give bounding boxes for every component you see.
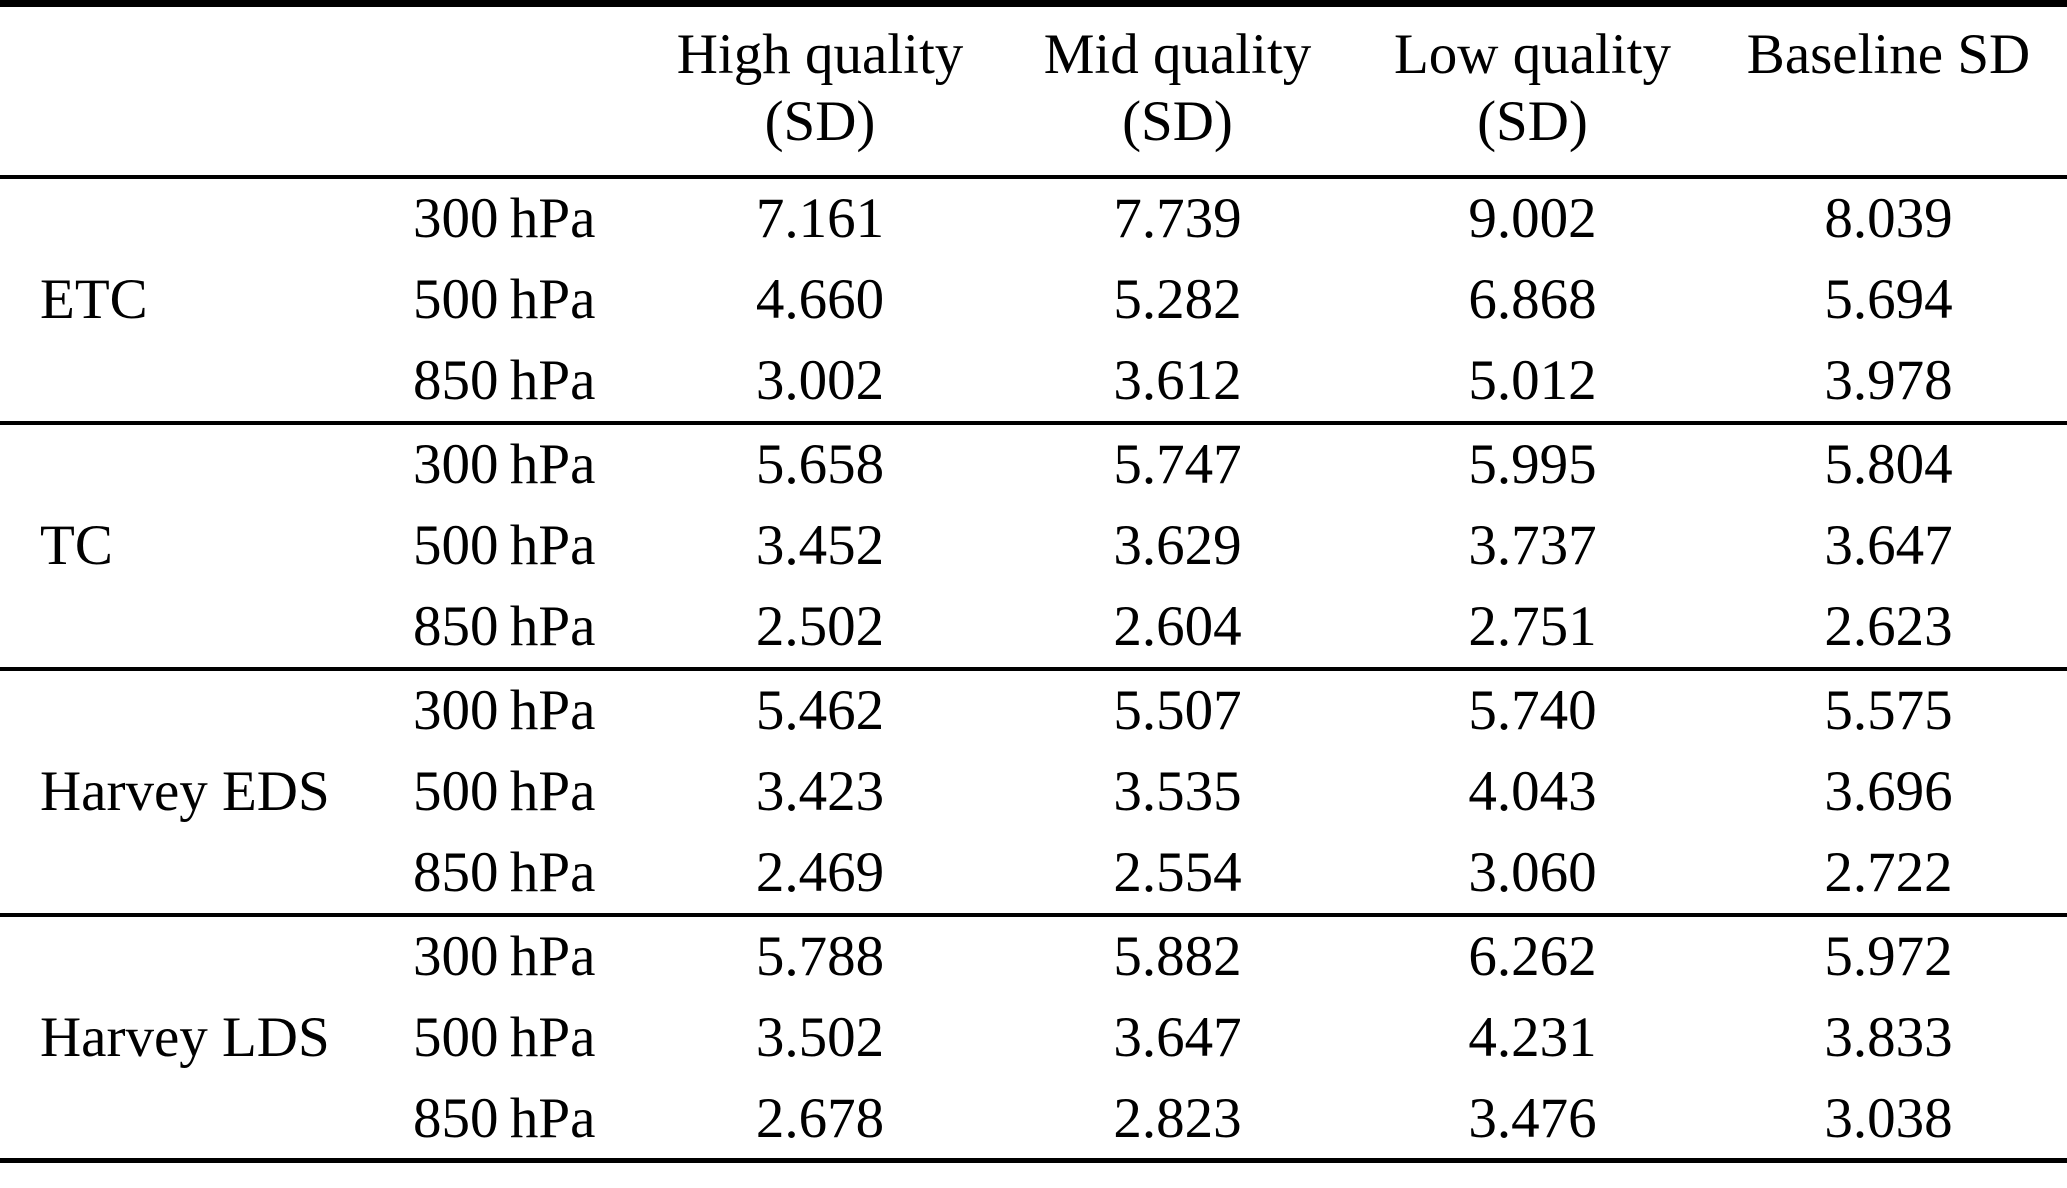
value-mid: 2.604 bbox=[1113, 595, 1242, 658]
table-row: 850 hPa 2.678 2.823 3.476 3.038 bbox=[0, 1079, 2067, 1161]
value-high: 2.678 bbox=[755, 1086, 885, 1150]
value-mid: 5.282 bbox=[1113, 268, 1242, 331]
column-header-title: Baseline SD bbox=[1746, 23, 2031, 86]
pressure-level: 500 hPa bbox=[413, 1006, 596, 1069]
value-high: 2.502 bbox=[755, 595, 885, 658]
value-low: 5.012 bbox=[1468, 349, 1597, 412]
value-low: 4.231 bbox=[1468, 1006, 1597, 1069]
value-high: 5.788 bbox=[755, 925, 885, 988]
value-high: 3.423 bbox=[755, 760, 885, 823]
value-low: 3.060 bbox=[1468, 841, 1597, 904]
value-high: 5.658 bbox=[755, 433, 885, 496]
value-high: 3.502 bbox=[755, 1006, 885, 1069]
table-row: 850 hPa 3.002 3.612 5.012 3.978 bbox=[0, 341, 2067, 423]
value-low: 2.751 bbox=[1468, 595, 1597, 658]
header-spacer-group bbox=[0, 4, 413, 177]
value-mid: 5.507 bbox=[1113, 679, 1242, 742]
table-row: 500 hPa 3.423 3.535 4.043 3.696 bbox=[0, 751, 2067, 833]
value-baseline: 5.804 bbox=[1824, 433, 1953, 496]
column-header-low-quality: Low quality (SD) bbox=[1355, 4, 1710, 177]
value-mid: 5.747 bbox=[1113, 433, 1242, 496]
column-header-sub: (SD) bbox=[764, 90, 876, 154]
pressure-level: 500 hPa bbox=[413, 514, 596, 577]
value-mid: 7.739 bbox=[1113, 187, 1242, 250]
table-row: 500 hPa 3.452 3.629 3.737 3.647 bbox=[0, 505, 2067, 587]
value-low: 4.043 bbox=[1468, 760, 1597, 823]
column-header-title: Low quality bbox=[1393, 23, 1672, 86]
pressure-level: 500 hPa bbox=[413, 760, 596, 823]
value-high: 3.002 bbox=[755, 349, 885, 412]
value-baseline: 2.623 bbox=[1824, 595, 1953, 658]
value-low: 5.740 bbox=[1468, 679, 1597, 742]
table-row: ETC 300 hPa 7.161 7.739 9.002 8.039 bbox=[0, 177, 2067, 331]
pressure-level: 300 hPa bbox=[413, 187, 596, 250]
value-high: 5.462 bbox=[755, 679, 885, 742]
sd-results-table: High quality (SD) Mid quality (SD) Low q… bbox=[0, 0, 2067, 1163]
pressure-level: 300 hPa bbox=[413, 679, 596, 742]
value-mid: 3.612 bbox=[1113, 349, 1242, 412]
value-low: 6.868 bbox=[1468, 268, 1597, 331]
value-baseline: 3.833 bbox=[1824, 1006, 1953, 1069]
column-header-sub: (SD) bbox=[1477, 90, 1588, 154]
column-header-mid-quality: Mid quality (SD) bbox=[1000, 4, 1355, 177]
pressure-level: 850 hPa bbox=[413, 349, 596, 412]
value-low: 3.737 bbox=[1468, 514, 1597, 577]
header-spacer-level bbox=[413, 4, 640, 177]
group-label: ETC bbox=[40, 268, 148, 331]
column-header-title: High quality bbox=[676, 23, 964, 86]
pressure-level: 500 hPa bbox=[413, 268, 596, 331]
table-row: 500 hPa 4.660 5.282 6.868 5.694 bbox=[0, 259, 2067, 341]
value-baseline: 3.647 bbox=[1824, 514, 1953, 577]
table-row: TC 300 hPa 5.658 5.747 5.995 5.804 bbox=[0, 423, 2067, 577]
value-mid: 3.647 bbox=[1113, 1006, 1242, 1069]
value-baseline: 5.972 bbox=[1824, 925, 1953, 988]
value-mid: 2.554 bbox=[1113, 841, 1242, 904]
pressure-level: 850 hPa bbox=[413, 841, 596, 904]
value-low: 6.262 bbox=[1468, 925, 1597, 988]
value-baseline: 2.722 bbox=[1824, 841, 1953, 904]
value-high: 4.660 bbox=[755, 268, 885, 331]
group-label: TC bbox=[40, 514, 113, 577]
value-baseline: 5.694 bbox=[1824, 268, 1953, 331]
value-baseline: 8.039 bbox=[1824, 187, 1953, 250]
group-tc: TC 300 hPa 5.658 5.747 5.995 5.804 500 h… bbox=[0, 422, 2067, 669]
value-low: 5.995 bbox=[1468, 433, 1597, 496]
table-row: 850 hPa 2.469 2.554 3.060 2.722 bbox=[0, 833, 2067, 915]
column-header-baseline-sd: Baseline SD bbox=[1710, 4, 2067, 177]
value-low: 3.476 bbox=[1468, 1086, 1597, 1150]
value-mid: 2.823 bbox=[1113, 1086, 1242, 1150]
value-high: 7.161 bbox=[755, 187, 885, 250]
column-header-title: Mid quality bbox=[1043, 23, 1312, 86]
value-baseline: 3.038 bbox=[1824, 1086, 1953, 1150]
value-mid: 3.629 bbox=[1113, 514, 1242, 577]
pressure-level: 300 hPa bbox=[413, 433, 596, 496]
value-high: 2.469 bbox=[755, 841, 885, 904]
group-harvey-lds: Harvey LDS 300 hPa 5.788 5.882 6.262 5.9… bbox=[0, 914, 2067, 1161]
value-mid: 5.882 bbox=[1113, 925, 1242, 988]
group-etc: ETC 300 hPa 7.161 7.739 9.002 8.039 500 … bbox=[0, 176, 2067, 423]
column-header-high-quality: High quality (SD) bbox=[640, 4, 1000, 177]
table-row: Harvey LDS 300 hPa 5.788 5.882 6.262 5.9… bbox=[0, 915, 2067, 1069]
table-row: 500 hPa 3.502 3.647 4.231 3.833 bbox=[0, 997, 2067, 1079]
table-row: 850 hPa 2.502 2.604 2.751 2.623 bbox=[0, 587, 2067, 669]
value-baseline: 5.575 bbox=[1824, 679, 1953, 742]
group-label: Harvey EDS bbox=[40, 760, 330, 823]
value-mid: 3.535 bbox=[1113, 760, 1242, 823]
pressure-level: 300 hPa bbox=[413, 925, 596, 988]
table-row: Harvey EDS 300 hPa 5.462 5.507 5.740 5.5… bbox=[0, 669, 2067, 823]
pressure-level: 850 hPa bbox=[413, 595, 596, 658]
table-header: High quality (SD) Mid quality (SD) Low q… bbox=[0, 4, 2067, 177]
pressure-level: 850 hPa bbox=[413, 1086, 596, 1150]
group-label: Harvey LDS bbox=[40, 1005, 330, 1069]
value-low: 9.002 bbox=[1468, 187, 1597, 250]
value-baseline: 3.978 bbox=[1824, 349, 1953, 412]
column-header-sub: (SD) bbox=[1122, 90, 1233, 154]
header-row: High quality (SD) Mid quality (SD) Low q… bbox=[0, 4, 2067, 177]
value-high: 3.452 bbox=[755, 514, 885, 577]
value-baseline: 3.696 bbox=[1824, 760, 1953, 823]
group-harvey-eds: Harvey EDS 300 hPa 5.462 5.507 5.740 5.5… bbox=[0, 668, 2067, 915]
